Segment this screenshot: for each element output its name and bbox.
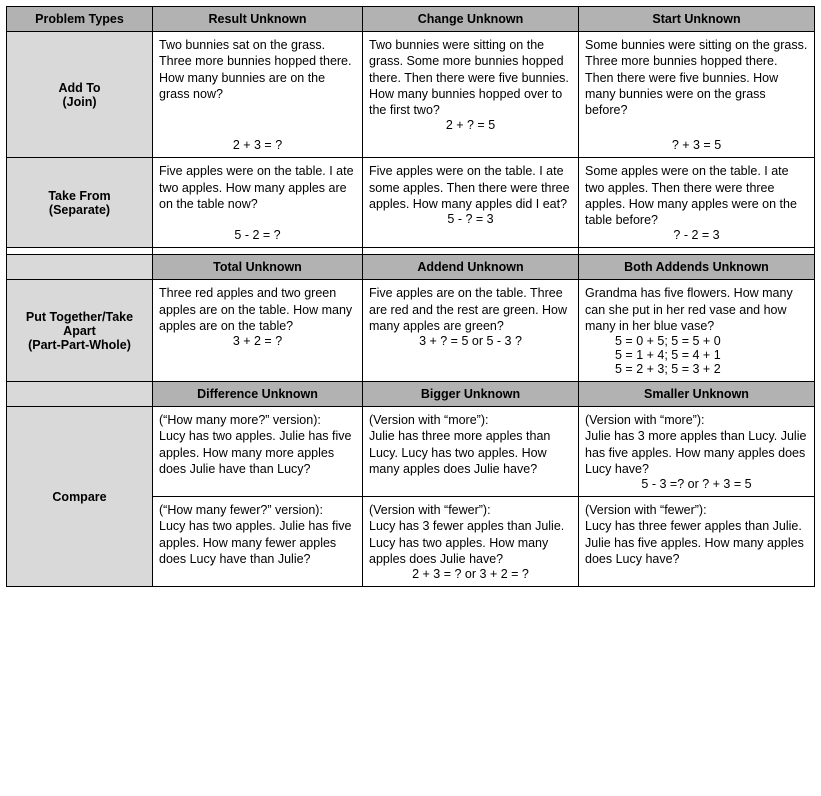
take-from-result-eq: 5 - 2 = ?	[159, 228, 356, 242]
cell-take-from-change: Five apples were on the table. I ate som…	[363, 158, 579, 248]
cell-compare-bigger-fewer: (Version with “fewer”): Lucy has 3 fewer…	[363, 497, 579, 587]
hdr-addend-unknown: Addend Unknown	[363, 255, 579, 280]
hdr-result-unknown: Result Unknown	[153, 7, 363, 32]
put-together-label-1: Put Together/Take	[26, 310, 133, 324]
hdr-total-unknown: Total Unknown	[153, 255, 363, 280]
spacer-row-1	[7, 248, 815, 255]
compare-bigger-fewer-version: (Version with “fewer”):	[369, 502, 572, 518]
compare-bigger-fewer-eq: 2 + 3 = ? or 3 + 2 = ?	[369, 567, 572, 581]
hdr-bigger-unknown: Bigger Unknown	[363, 382, 579, 407]
header-row-3: Difference Unknown Bigger Unknown Smalle…	[7, 382, 815, 407]
cell-compare-diff-fewer: (“How many fewer?” version): Lucy has tw…	[153, 497, 363, 587]
hdr-difference-unknown: Difference Unknown	[153, 382, 363, 407]
take-from-label-2: (Separate)	[49, 203, 110, 217]
compare-smaller-fewer-version: (Version with “fewer”):	[585, 502, 808, 518]
put-together-both-eq3: 5 = 2 + 3; 5 = 3 + 2	[585, 362, 808, 376]
compare-smaller-more-version: (Version with “more”):	[585, 412, 808, 428]
cell-add-to-result: Two bunnies sat on the grass. Three more…	[153, 32, 363, 158]
problem-types-table: Problem Types Result Unknown Change Unkn…	[6, 6, 815, 587]
add-to-result-eq: 2 + 3 = ?	[159, 138, 356, 152]
header-row-1: Problem Types Result Unknown Change Unkn…	[7, 7, 815, 32]
hdr3-blank	[7, 382, 153, 407]
cell-take-from-start: Some apples were on the table. I ate two…	[579, 158, 815, 248]
put-together-addend-text: Five apples are on the table. Three are …	[369, 285, 572, 334]
hdr-start-unknown: Start Unknown	[579, 7, 815, 32]
hdr2-blank	[7, 255, 153, 280]
hdr-both-addends-unknown: Both Addends Unknown	[579, 255, 815, 280]
put-together-both-eq1: 5 = 0 + 5; 5 = 5 + 0	[585, 334, 808, 348]
cell-compare-smaller-more: (Version with “more”): Julie has 3 more …	[579, 407, 815, 497]
compare-diff-more-version: (“How many more?” version):	[159, 412, 356, 428]
put-together-addend-eq: 3 + ? = 5 or 5 - 3 ?	[369, 334, 572, 348]
take-from-result-text: Five apples were on the table. I ate two…	[159, 163, 356, 212]
put-together-label-2: Apart	[63, 324, 96, 338]
put-together-total-eq: 3 + 2 = ?	[159, 334, 356, 348]
compare-smaller-more-eq: 5 - 3 =? or ? + 3 = 5	[585, 477, 808, 491]
cell-compare-smaller-fewer: (Version with “fewer”): Lucy has three f…	[579, 497, 815, 587]
row-take-from: Take From (Separate) Five apples were on…	[7, 158, 815, 248]
compare-diff-fewer-version: (“How many fewer?” version):	[159, 502, 356, 518]
compare-diff-more-text: Lucy has two apples. Julie has five appl…	[159, 428, 356, 477]
cell-put-together-both: Grandma has five flowers. How many can s…	[579, 280, 815, 382]
add-to-result-text: Two bunnies sat on the grass. Three more…	[159, 37, 356, 102]
row-compare-upper: Compare (“How many more?” version): Lucy…	[7, 407, 815, 497]
rowhdr-add-to: Add To (Join)	[7, 32, 153, 158]
header-row-2: Total Unknown Addend Unknown Both Addend…	[7, 255, 815, 280]
compare-smaller-more-text: Julie has 3 more apples than Lucy. Julie…	[585, 428, 808, 477]
add-to-label-1: Add To	[58, 81, 100, 95]
row-add-to: Add To (Join) Two bunnies sat on the gra…	[7, 32, 815, 158]
compare-bigger-more-text: Julie has three more apples than Lucy. L…	[369, 428, 572, 477]
compare-bigger-more-version: (Version with “more”):	[369, 412, 572, 428]
cell-put-together-total: Three red apples and two green apples ar…	[153, 280, 363, 382]
take-from-start-text: Some apples were on the table. I ate two…	[585, 163, 808, 228]
compare-smaller-fewer-text: Lucy has three fewer apples than Julie. …	[585, 518, 808, 567]
add-to-label-2: (Join)	[62, 95, 96, 109]
rowhdr-compare: Compare	[7, 407, 153, 587]
take-from-change-text: Five apples were on the table. I ate som…	[369, 163, 572, 212]
rowhdr-put-together: Put Together/Take Apart (Part-Part-Whole…	[7, 280, 153, 382]
hdr-change-unknown: Change Unknown	[363, 7, 579, 32]
cell-compare-bigger-more: (Version with “more”): Julie has three m…	[363, 407, 579, 497]
hdr-problem-types: Problem Types	[7, 7, 153, 32]
add-to-change-text: Two bunnies were sitting on the grass. S…	[369, 37, 572, 118]
compare-label: Compare	[52, 490, 106, 504]
add-to-change-eq: 2 + ? = 5	[369, 118, 572, 132]
row-put-together: Put Together/Take Apart (Part-Part-Whole…	[7, 280, 815, 382]
compare-diff-fewer-text: Lucy has two apples. Julie has five appl…	[159, 518, 356, 567]
cell-add-to-start: Some bunnies were sitting on the grass. …	[579, 32, 815, 158]
add-to-start-eq: ? + 3 = 5	[585, 138, 808, 152]
put-together-both-eq2: 5 = 1 + 4; 5 = 4 + 1	[585, 348, 808, 362]
cell-add-to-change: Two bunnies were sitting on the grass. S…	[363, 32, 579, 158]
compare-bigger-fewer-text: Lucy has 3 fewer apples than Julie. Lucy…	[369, 518, 572, 567]
put-together-both-text: Grandma has five flowers. How many can s…	[585, 285, 808, 334]
hdr-smaller-unknown: Smaller Unknown	[579, 382, 815, 407]
cell-put-together-addend: Five apples are on the table. Three are …	[363, 280, 579, 382]
rowhdr-take-from: Take From (Separate)	[7, 158, 153, 248]
put-together-total-text: Three red apples and two green apples ar…	[159, 285, 356, 334]
take-from-label-1: Take From	[48, 189, 110, 203]
cell-compare-diff-more: (“How many more?” version): Lucy has two…	[153, 407, 363, 497]
cell-take-from-result: Five apples were on the table. I ate two…	[153, 158, 363, 248]
add-to-start-text: Some bunnies were sitting on the grass. …	[585, 37, 808, 118]
put-together-label-3: (Part-Part-Whole)	[28, 338, 131, 352]
take-from-start-eq: ? - 2 = 3	[585, 228, 808, 242]
take-from-change-eq: 5 - ? = 3	[369, 212, 572, 226]
